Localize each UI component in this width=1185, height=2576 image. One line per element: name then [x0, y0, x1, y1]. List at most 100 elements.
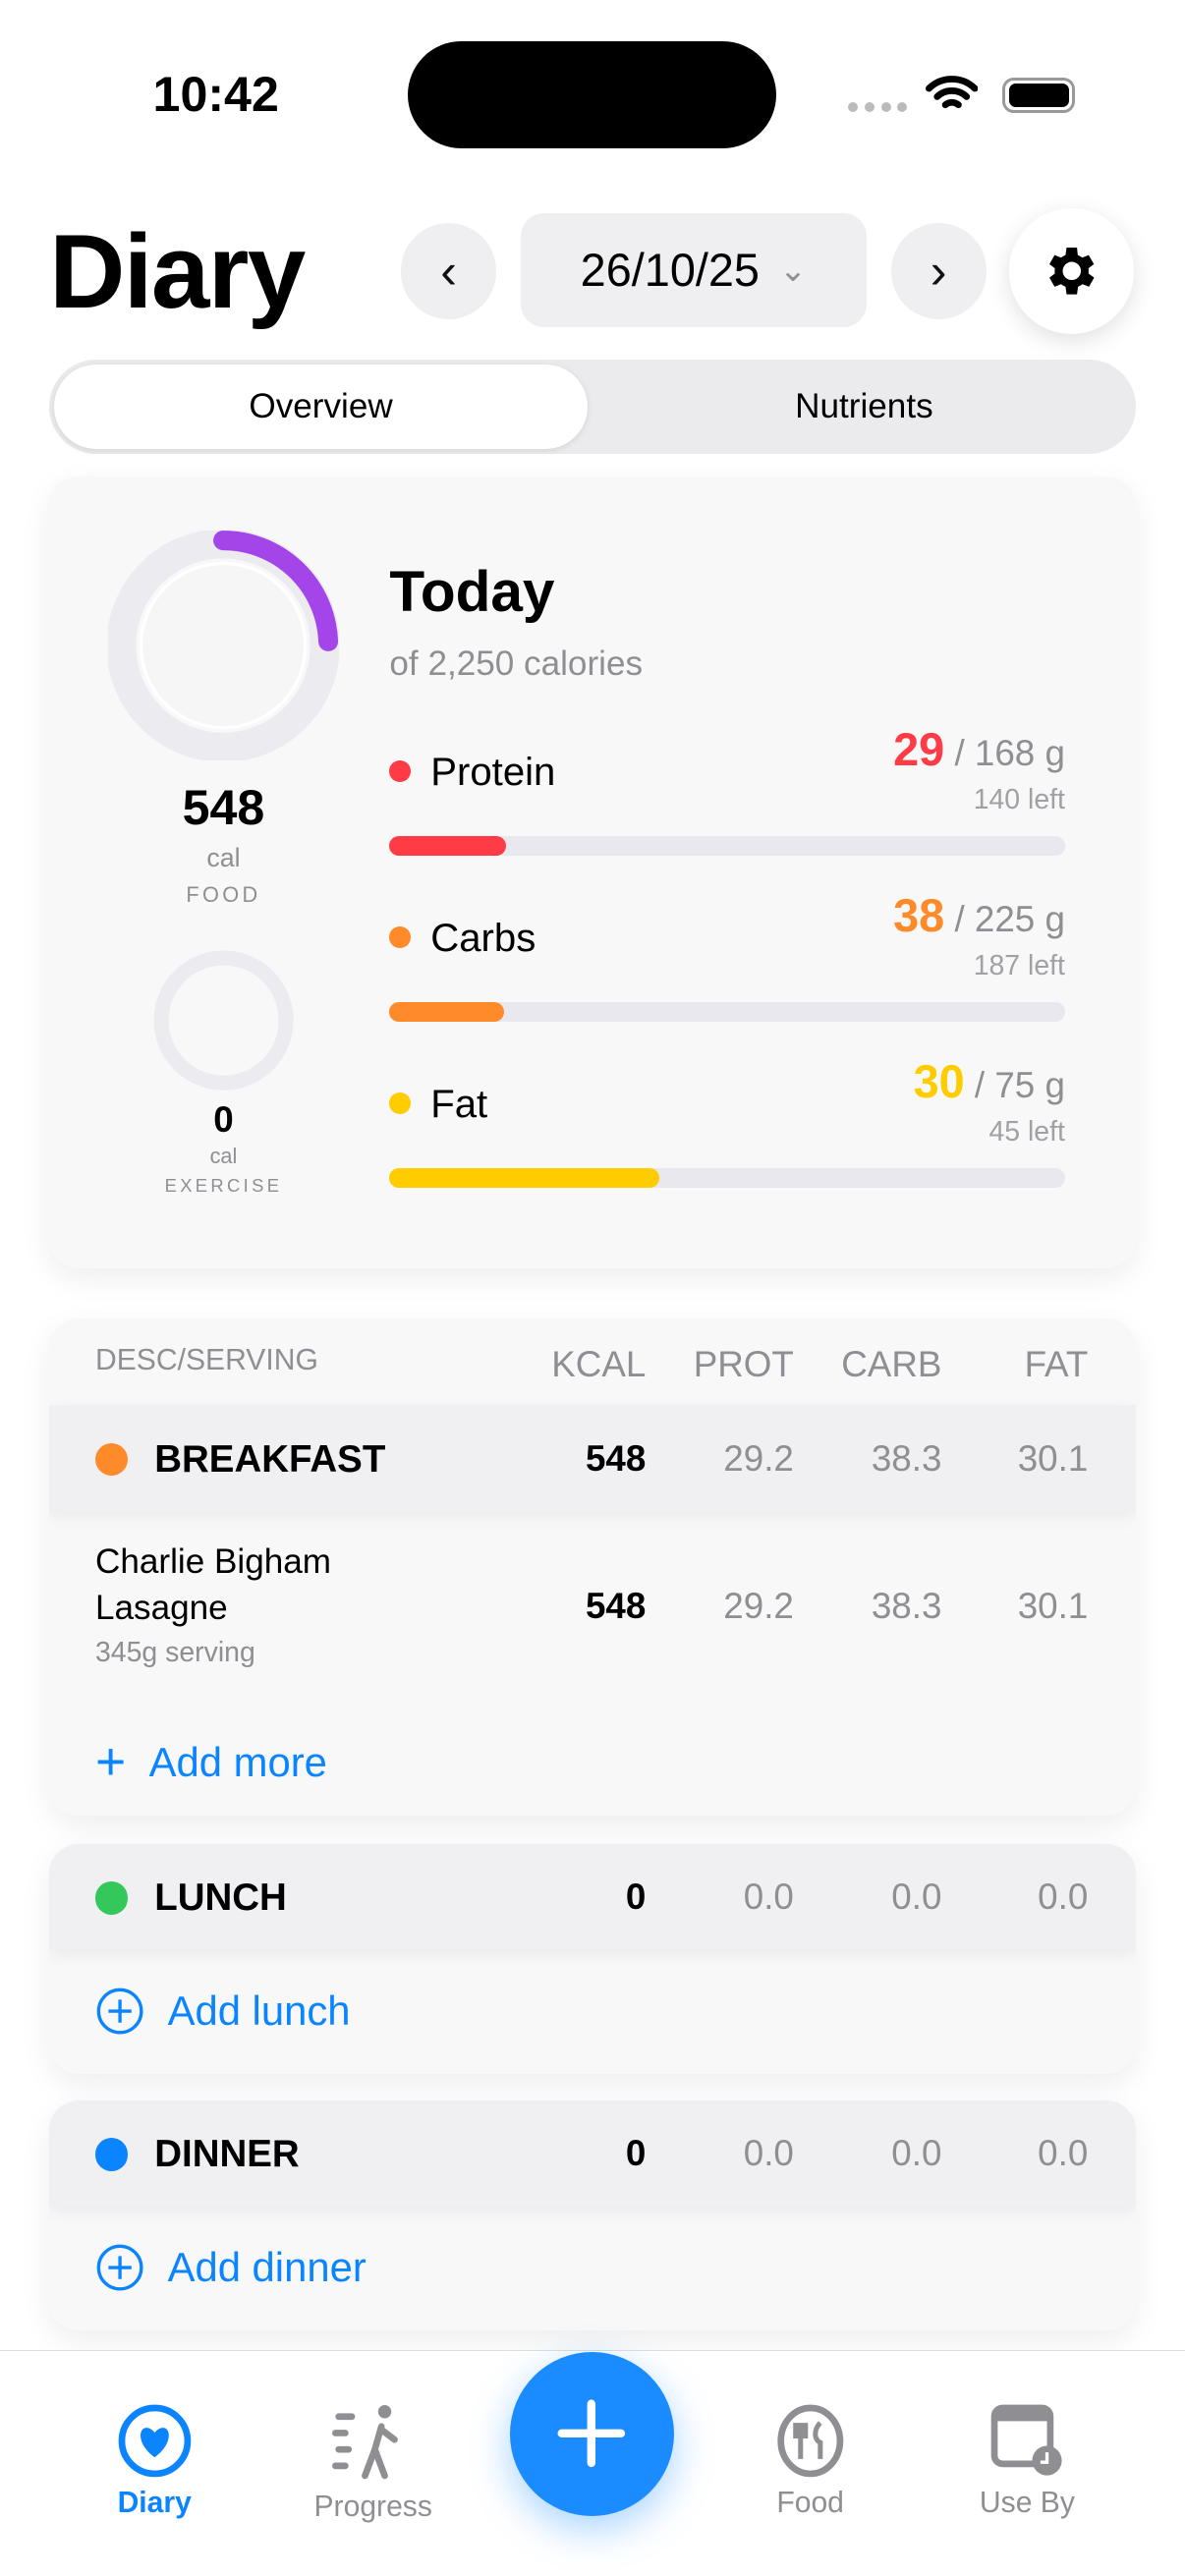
macro-value: 30 / 75 g	[914, 1055, 1065, 1108]
summary-subtitle: of 2,250 calories	[389, 644, 644, 683]
macro-value: 29 / 168 g	[893, 723, 1065, 776]
exercise-label: EXERCISE	[164, 1174, 283, 1196]
macro-progress-fill	[389, 1002, 504, 1023]
chevron-left-icon: ‹	[440, 243, 457, 299]
tab-progress[interactable]: Progress	[283, 2400, 464, 2524]
view-segmented-control: Overview Nutrients	[49, 360, 1136, 454]
gear-icon	[1048, 248, 1095, 295]
add-lunch-button[interactable]: Add lunch	[95, 1987, 350, 2036]
macro-value: 38 / 225 g	[893, 889, 1065, 942]
macro-progress-fill	[389, 1168, 660, 1189]
food-name-line2: Lasagne	[95, 1589, 228, 1628]
lunch-row[interactable]: LUNCH 0 0.0 0.0 0.0	[49, 1843, 1136, 1951]
macro-progress-bar	[389, 836, 1065, 857]
food-name-line1: Charlie Bigham	[95, 1542, 332, 1582]
add-more-label: Add more	[148, 1738, 327, 1785]
breakfast-table-card: DESC/SERVING KCAL PROT CARB FAT BREAKFAS…	[49, 1317, 1136, 1817]
macro-eaten: 29	[893, 723, 945, 775]
food-name: Charlie Bigham Lasagne	[95, 1540, 331, 1632]
macro-progress-bar	[389, 1168, 1065, 1189]
macro-target: / 225 g	[954, 898, 1065, 939]
header-prot: PROT	[693, 1344, 794, 1385]
exercise-calories-unit: cal	[209, 1144, 238, 1169]
add-lunch-label: Add lunch	[167, 1988, 351, 2035]
breakfast-label: BREAKFAST	[154, 1437, 386, 1481]
food-label: FOOD	[186, 882, 261, 908]
food-progress-arc	[108, 531, 339, 761]
heart-circle-icon	[118, 2405, 192, 2478]
macro-target: / 75 g	[974, 1064, 1065, 1105]
battery-icon	[1002, 77, 1075, 114]
exercise-calorie-ring	[153, 950, 294, 1091]
tab-progress-label: Progress	[313, 2490, 432, 2523]
macro-label: Carbs	[430, 915, 536, 960]
dinner-card: DINNER 0 0.0 0.0 0.0 Add dinner	[49, 2100, 1136, 2330]
plus-icon: +	[95, 1733, 127, 1792]
add-entry-button[interactable]	[509, 2351, 674, 2516]
tab-food-label: Food	[776, 2487, 844, 2520]
dinner-prot: 0.0	[743, 2133, 794, 2174]
macro-progress-fill	[389, 836, 507, 857]
settings-button[interactable]	[1009, 208, 1135, 334]
lunch-fat: 0.0	[1038, 1876, 1089, 1918]
tab-food[interactable]: Food	[720, 2403, 901, 2520]
next-day-button[interactable]: ›	[890, 223, 987, 319]
tab-use-by-label: Use By	[979, 2487, 1075, 2520]
food-entry-row[interactable]: Charlie Bigham Lasagne 345g serving 548 2…	[49, 1532, 1136, 1680]
lunch-kcal: 0	[625, 1876, 647, 1918]
macro-left: 140 left	[973, 783, 1065, 815]
breakfast-fat: 30.1	[1017, 1437, 1089, 1479]
tab-nutrients[interactable]: Nutrients	[795, 386, 933, 425]
macro-eaten: 30	[913, 1055, 965, 1107]
dinner-row[interactable]: DINNER 0 0.0 0.0 0.0	[49, 2100, 1136, 2208]
breakfast-carb: 38.3	[871, 1437, 942, 1479]
food-prot: 29.2	[723, 1586, 794, 1627]
tab-diary[interactable]: Diary	[64, 2403, 245, 2520]
breakfast-dot	[95, 1442, 129, 1477]
plus-circle-icon	[96, 2244, 143, 2291]
header-carb: CARB	[841, 1344, 942, 1385]
add-more-button[interactable]: + Add more	[95, 1732, 327, 1792]
header-kcal: KCAL	[551, 1344, 647, 1385]
macro-label: Fat	[430, 1081, 488, 1126]
food-fat: 30.1	[1017, 1586, 1089, 1627]
walking-figure-icon	[331, 2405, 398, 2480]
macro-label: Protein	[430, 749, 556, 794]
dinner-dot	[95, 2138, 129, 2171]
tab-overview[interactable]: Overview	[54, 364, 588, 449]
signal-icon	[848, 101, 908, 112]
calendar-clock-icon	[990, 2405, 1062, 2477]
add-dinner-button[interactable]: Add dinner	[95, 2243, 367, 2292]
prev-day-button[interactable]: ‹	[401, 223, 497, 319]
dinner-label: DINNER	[154, 2133, 300, 2176]
date-label: 26/10/25	[580, 245, 760, 297]
dinner-carb: 0.0	[891, 2133, 942, 2174]
lunch-label: LUNCH	[154, 1876, 287, 1920]
status-time: 10:42	[152, 66, 279, 122]
dinner-fat: 0.0	[1038, 2133, 1089, 2174]
chevron-down-icon: ⌄	[779, 252, 808, 290]
macro-dot	[389, 1092, 412, 1115]
lunch-carb: 0.0	[891, 1876, 942, 1918]
macro-left: 187 left	[973, 949, 1065, 981]
tab-use-by[interactable]: Use By	[936, 2403, 1117, 2520]
plus-icon	[557, 2399, 626, 2468]
tab-diary-label: Diary	[117, 2487, 192, 2520]
fork-knife-plate-icon	[777, 2405, 844, 2478]
lunch-card: LUNCH 0 0.0 0.0 0.0 Add lunch	[49, 1843, 1136, 2074]
wifi-icon	[925, 76, 979, 109]
macro-progress-bar	[389, 1002, 1065, 1023]
lunch-dot	[95, 1881, 129, 1915]
plus-circle-icon	[96, 1988, 143, 2035]
food-calorie-ring	[108, 531, 339, 761]
date-picker[interactable]: 26/10/25 ⌄	[521, 213, 867, 327]
food-calories-value: 548	[182, 779, 265, 835]
food-serving: 345g serving	[95, 1636, 255, 1668]
breakfast-kcal: 548	[585, 1437, 647, 1479]
summary-card: 548 cal FOOD 0 cal EXERCISE Today of 2,2…	[49, 476, 1136, 1269]
breakfast-row[interactable]: BREAKFAST 548 29.2 38.3 30.1	[49, 1405, 1136, 1512]
chevron-right-icon: ›	[930, 243, 947, 299]
food-carb: 38.3	[871, 1586, 942, 1627]
exercise-calories-value: 0	[213, 1099, 234, 1141]
